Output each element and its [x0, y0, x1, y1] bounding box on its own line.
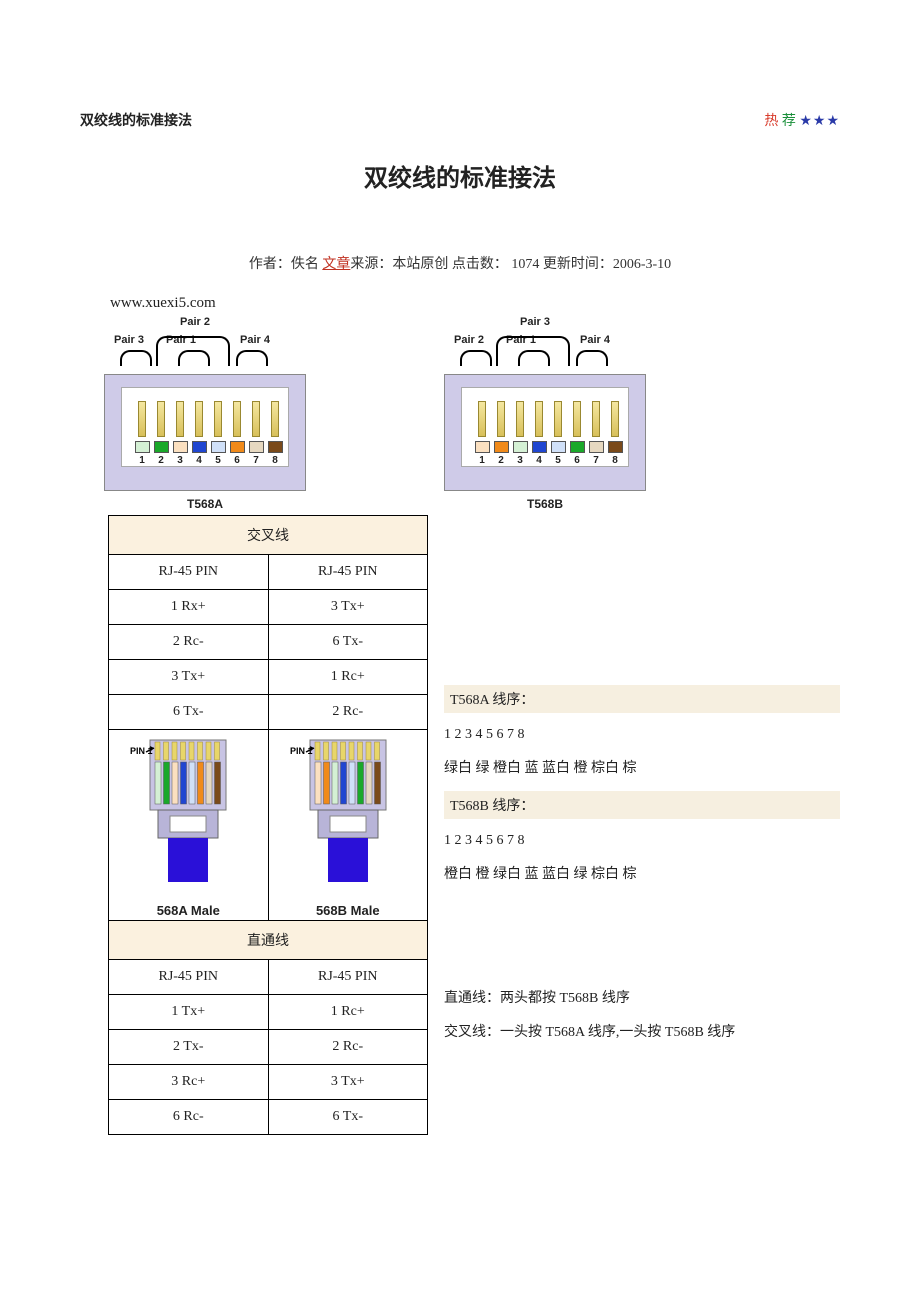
top-title: 双绞线的标准接法	[80, 110, 192, 130]
site-url: www.xuexi5.com	[110, 295, 840, 312]
right-info: T568A 线序： 1 2 3 4 5 6 7 8 绿白 绿 橙白 蓝 蓝白 橙…	[444, 515, 840, 1055]
jack-t568b: Pair 3 Pair 2 Pair 1 Pair 4 12345678 T56…	[440, 316, 650, 511]
plug-row: PIN 1 568A Male PIN 1 568B Male	[108, 730, 428, 920]
jacks-row: Pair 2 Pair 3 Pair 1 Pair 4 12345678 T56…	[100, 316, 840, 511]
hot-badge: 热 荐 ★★★	[764, 110, 840, 130]
article-source-link[interactable]: 文章	[322, 257, 350, 272]
straight-table: 直通线 RJ-45 PINRJ-45 PIN 1 Tx+1 Rc+2 Tx-2 …	[108, 920, 428, 1135]
article-meta: 作者：佚名 文章来源：本站原创 点击数： 1074 更新时间：2006-3-10	[80, 253, 840, 273]
jack-t568a: Pair 2 Pair 3 Pair 1 Pair 4 12345678 T56…	[100, 316, 310, 511]
main-title: 双绞线的标准接法	[80, 158, 840, 193]
plug-568a: PIN 1	[128, 734, 248, 894]
plug-568b: PIN 1	[288, 734, 408, 894]
crossover-table: 交叉线 RJ-45 PINRJ-45 PIN 1 Rx+3 Tx+2 Rc-6 …	[108, 515, 428, 730]
